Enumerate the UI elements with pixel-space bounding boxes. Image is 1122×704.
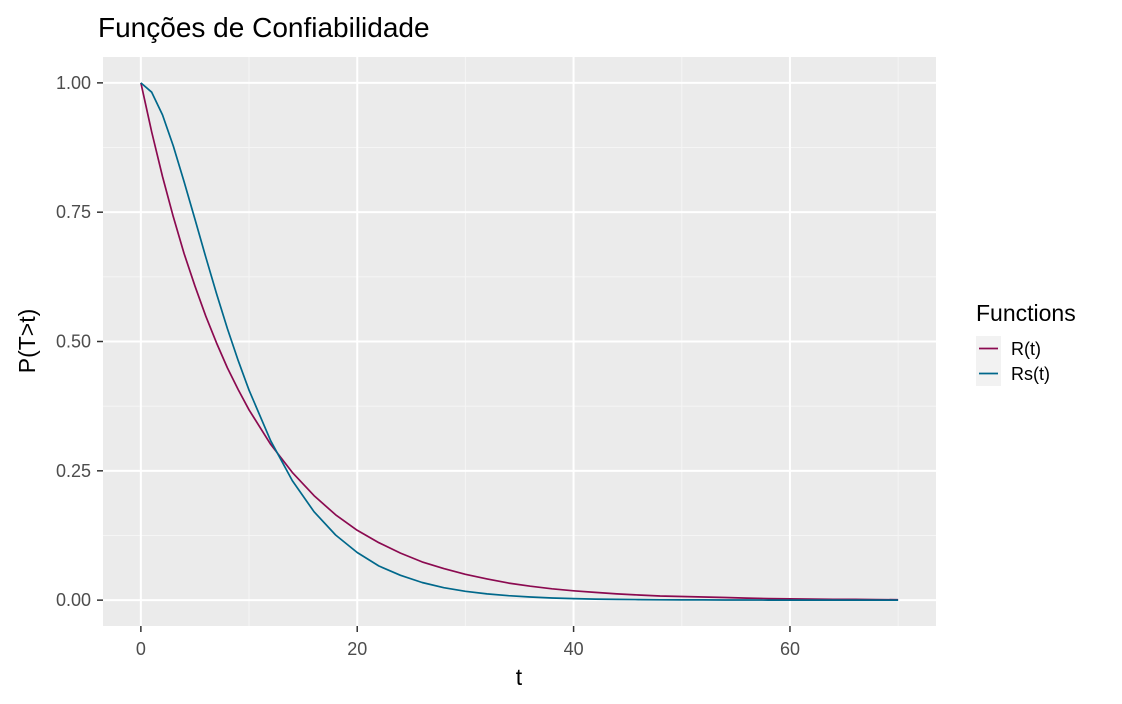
chart-title: Funções de Confiabilidade [98, 12, 430, 43]
x-tick-label: 60 [780, 639, 800, 659]
x-axis: 0 20 40 60 [136, 626, 800, 659]
series-lines [140, 82, 899, 601]
y-tick-label: 1.00 [56, 73, 91, 93]
y-tick-label: 0.25 [56, 461, 91, 481]
x-tick-label: 0 [136, 639, 146, 659]
y-tick-label: 0.50 [56, 332, 91, 352]
x-tick-label: 20 [347, 639, 367, 659]
legend-title: Functions [976, 300, 1076, 326]
series-line-rs [140, 82, 899, 601]
x-axis-title: t [516, 664, 523, 690]
y-axis: 0.00 0.25 0.50 0.75 1.00 [56, 73, 103, 610]
legend-label: R(t) [1011, 339, 1041, 359]
y-tick-label: 0.75 [56, 202, 91, 222]
series-line-r [140, 82, 899, 601]
y-axis-title: P(T>t) [14, 309, 40, 374]
x-tick-label: 40 [564, 639, 584, 659]
legend: Functions R(t) Rs(t) [976, 300, 1076, 386]
y-tick-label: 0.00 [56, 590, 91, 610]
legend-label: Rs(t) [1011, 364, 1050, 384]
